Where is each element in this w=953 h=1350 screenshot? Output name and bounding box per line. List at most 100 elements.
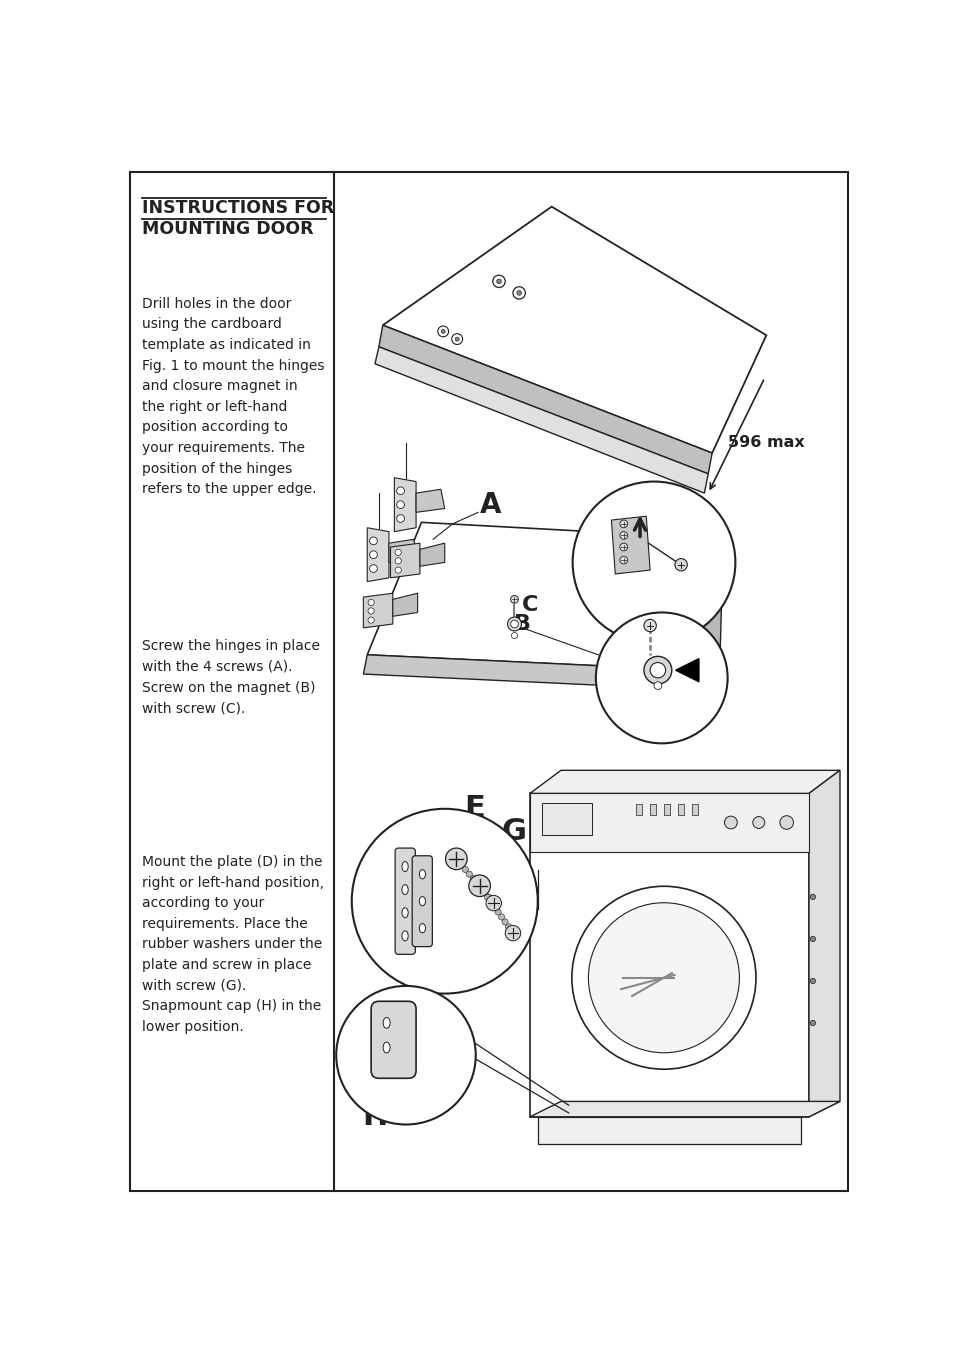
Polygon shape <box>416 489 444 513</box>
Circle shape <box>596 613 727 744</box>
Ellipse shape <box>383 1042 390 1053</box>
Circle shape <box>485 894 492 900</box>
Circle shape <box>491 904 497 910</box>
Circle shape <box>619 520 627 528</box>
Polygon shape <box>692 525 723 670</box>
Circle shape <box>752 817 764 829</box>
Circle shape <box>505 923 511 930</box>
Circle shape <box>335 986 476 1125</box>
Circle shape <box>488 899 494 906</box>
Circle shape <box>517 290 521 296</box>
Ellipse shape <box>419 896 425 906</box>
Circle shape <box>809 894 815 899</box>
Ellipse shape <box>401 884 408 895</box>
Circle shape <box>571 886 755 1069</box>
Circle shape <box>513 286 525 300</box>
Text: 596 max: 596 max <box>727 435 803 451</box>
Circle shape <box>507 617 521 630</box>
Polygon shape <box>363 593 393 628</box>
FancyBboxPatch shape <box>371 1002 416 1079</box>
Circle shape <box>455 338 458 342</box>
Ellipse shape <box>383 1018 390 1029</box>
Text: MOUNTING DOOR: MOUNTING DOOR <box>142 220 314 238</box>
Circle shape <box>649 663 665 678</box>
Polygon shape <box>367 522 703 670</box>
Circle shape <box>498 914 504 921</box>
Circle shape <box>809 979 815 984</box>
FancyBboxPatch shape <box>395 848 415 954</box>
Polygon shape <box>611 516 649 574</box>
Text: A: A <box>479 490 500 518</box>
Bar <box>636 805 641 815</box>
Text: Screw the hinges in place
with the 4 screws (A).
Screw on the magnet (B)
with sc: Screw the hinges in place with the 4 scr… <box>142 640 320 716</box>
Circle shape <box>470 876 476 882</box>
Polygon shape <box>389 539 417 563</box>
Polygon shape <box>393 593 417 617</box>
Text: Drill holes in the door
using the cardboard
template as indicated in
Fig. 1 to m: Drill holes in the door using the cardbo… <box>142 297 325 497</box>
Circle shape <box>477 886 483 891</box>
Polygon shape <box>390 543 419 578</box>
Circle shape <box>619 556 627 564</box>
Polygon shape <box>367 528 389 582</box>
Circle shape <box>369 537 377 544</box>
Ellipse shape <box>419 869 425 879</box>
Circle shape <box>501 919 508 925</box>
Polygon shape <box>375 347 707 493</box>
Circle shape <box>809 937 815 942</box>
Bar <box>541 803 591 834</box>
Circle shape <box>368 608 374 614</box>
Circle shape <box>572 482 735 643</box>
Circle shape <box>654 682 661 690</box>
Bar <box>537 1116 801 1143</box>
Bar <box>663 805 669 815</box>
Ellipse shape <box>419 923 425 933</box>
Circle shape <box>510 595 517 603</box>
Circle shape <box>495 909 500 915</box>
Circle shape <box>395 567 401 574</box>
Text: G: G <box>501 817 526 846</box>
Circle shape <box>445 848 467 869</box>
Circle shape <box>466 871 472 878</box>
Circle shape <box>485 895 501 911</box>
Circle shape <box>437 325 448 336</box>
Text: C: C <box>521 595 538 614</box>
Polygon shape <box>530 771 840 794</box>
Circle shape <box>588 903 739 1053</box>
Circle shape <box>505 925 520 941</box>
Circle shape <box>809 1021 815 1026</box>
Circle shape <box>441 329 445 333</box>
Text: Mount the plate (D) in the
right or left-hand position,
according to your
requir: Mount the plate (D) in the right or left… <box>142 855 324 1034</box>
Circle shape <box>509 929 515 936</box>
FancyBboxPatch shape <box>412 856 432 946</box>
Polygon shape <box>378 325 711 474</box>
Text: B: B <box>514 614 531 634</box>
Circle shape <box>481 890 488 895</box>
Ellipse shape <box>401 861 408 872</box>
Circle shape <box>369 564 377 572</box>
Polygon shape <box>394 478 416 532</box>
Circle shape <box>619 543 627 551</box>
Text: H: H <box>362 1103 387 1131</box>
Circle shape <box>619 532 627 539</box>
Circle shape <box>484 894 490 900</box>
Text: E: E <box>463 794 484 824</box>
Polygon shape <box>363 655 692 690</box>
Circle shape <box>368 617 374 624</box>
Circle shape <box>395 558 401 564</box>
Circle shape <box>511 632 517 639</box>
Circle shape <box>674 559 686 571</box>
Circle shape <box>493 275 505 288</box>
Text: INSTRUCTIONS FOR: INSTRUCTIONS FOR <box>142 198 335 217</box>
Circle shape <box>723 817 737 829</box>
Circle shape <box>779 815 793 829</box>
Circle shape <box>468 875 490 896</box>
Circle shape <box>489 899 496 904</box>
Ellipse shape <box>401 931 408 941</box>
Polygon shape <box>382 207 765 454</box>
Ellipse shape <box>401 907 408 918</box>
Circle shape <box>352 809 537 994</box>
Circle shape <box>643 620 656 632</box>
Circle shape <box>395 549 401 555</box>
Bar <box>649 805 656 815</box>
Circle shape <box>643 656 671 684</box>
